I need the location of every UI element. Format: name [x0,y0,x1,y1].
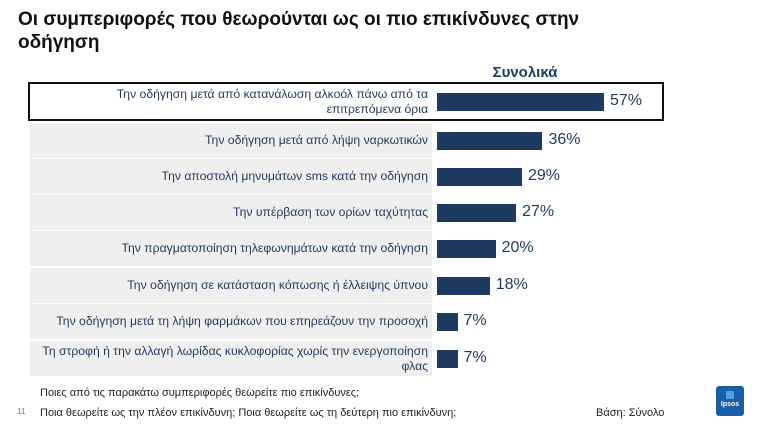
row-background [30,304,432,339]
category-label: Την οδήγηση μετά από κατανάλωση αλκοόλ π… [116,86,428,116]
row-background [30,231,432,266]
category-label: Την οδήγηση μετά από λήψη ναρκωτικών [204,133,428,147]
column-header: Συνολικά [492,64,558,81]
value-label: 27% [522,203,555,220]
category-label: Την υπέρβαση των ορίων ταχύτητας [233,205,428,219]
value-label: 18% [495,276,528,293]
category-label: Την πραγματοποίηση τηλεφωνημάτων κατά τη… [121,241,428,255]
bar [437,312,458,331]
value-label: 7% [463,312,487,329]
bar [437,276,490,295]
bar [437,239,496,258]
row-background [30,159,432,194]
bar [437,167,522,186]
value-label: 29% [527,167,560,184]
row-background [30,195,432,230]
value-label: 7% [463,349,487,366]
value-label: 57% [610,92,643,109]
row-background [30,341,432,376]
question-line-2: Ποια θεωρείτε ως την πλέον επικίνδυνη; Π… [40,407,457,419]
category-label: Την οδήγηση σε κατάσταση κόπωσης ή έλλει… [127,278,428,292]
base-note: Βάση: Σύνολο [596,407,665,419]
bar [437,131,543,150]
category-label: Τη στροφή ή την αλλαγή λωρίδας κυκλοφορί… [42,343,428,373]
category-label: Την οδήγηση μετά τη λήψη φαρμάκων που επ… [56,314,428,328]
bar [437,203,517,222]
row-background [30,268,432,303]
logo-text: Ipsos [720,401,740,408]
category-label: Την αποστολή μηνυμάτων sms κατά την οδήγ… [161,169,428,183]
value-label: 36% [548,131,581,148]
question-line-1: Ποιες από τις παρακάτω συμπεριφορές θεωρ… [40,387,360,399]
value-label: 20% [501,239,534,256]
slide-title: Οι συμπεριφορές που θεωρούνται ως οι πιο… [18,9,580,53]
ipsos-logo: Ipsos [716,386,744,416]
row-background [30,123,432,158]
bar [437,349,458,368]
bar [437,92,604,111]
page-number: 11 [17,407,26,416]
